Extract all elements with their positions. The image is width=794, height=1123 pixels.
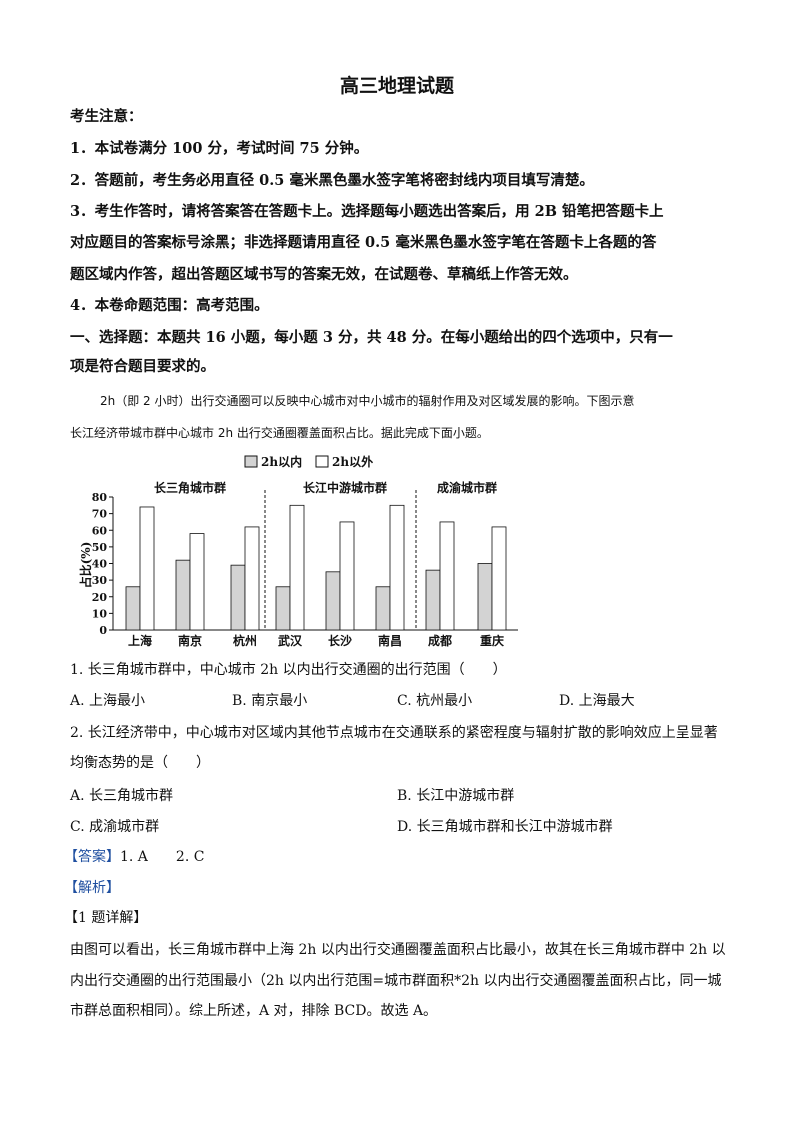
- detail-label: 【1 题详解】: [64, 910, 148, 926]
- y-tick-label: 30: [92, 574, 108, 587]
- answer-label: 【答案】: [64, 849, 120, 865]
- bar-inside: [425, 569, 441, 631]
- q1-option-b[interactable]: B. 南京最小: [232, 693, 308, 709]
- q2-option-d[interactable]: D. 长三角城市群和长江中游城市群: [397, 819, 613, 835]
- q2-option-a[interactable]: A. 长三角城市群: [70, 788, 174, 804]
- q2-stem: 2. 长江经济带中，中心城市对区域内其他节点城市在交通联系的紧密程度与辐射扩散的…: [70, 725, 718, 741]
- legend-swatch-outside: [315, 455, 329, 468]
- y-tick-label: 50: [92, 541, 108, 554]
- legend: 2h以内 2h以外: [244, 454, 373, 469]
- notice-heading: 考生注意：: [70, 108, 143, 125]
- y-axis-label: 占比(%): [78, 542, 93, 589]
- q1-option-c[interactable]: C. 杭州最小: [397, 693, 473, 709]
- notice-item: 2．答题前，考生务必用直径 0.5 毫米黑色墨水签字笔将密封线内项目填写清楚。: [70, 172, 594, 189]
- x-tick-label: 南昌: [378, 633, 402, 648]
- bar-outside: [491, 526, 507, 631]
- y-tick-label: 70: [92, 508, 108, 521]
- notice-item: 1．本试卷满分 100 分，考试时间 75 分钟。: [70, 140, 369, 157]
- section-heading: 一、选择题：本题共 16 小题，每小题 3 分，共 48 分。在每小题给出的四个…: [70, 329, 673, 346]
- page-title: 高三地理试题: [339, 75, 454, 97]
- notice-item: 对应题目的答案标号涂黑；非选择题请用直径 0.5 毫米黑色墨水签字笔在答题卡上各…: [70, 234, 657, 251]
- notice-item: 4．本卷命题范围：高考范围。: [70, 297, 269, 314]
- bar-inside: [325, 571, 341, 631]
- y-tick-label: 60: [92, 524, 108, 537]
- y-tick-label: 10: [92, 607, 108, 620]
- q1-option-a[interactable]: A. 上海最小: [70, 693, 146, 709]
- x-tick-label: 长沙: [328, 633, 352, 648]
- detail-text: 内出行交通圈的出行范围最小（2h 以内出行范围=城市群面积*2h 以内出行交通圈…: [70, 973, 722, 989]
- q2-option-b[interactable]: B. 长江中游城市群: [397, 788, 515, 804]
- bar-inside: [477, 563, 493, 631]
- question-stem: 长江经济带城市群中心城市 2h 出行交通圈覆盖面积占比。据此完成下面小题。: [70, 426, 489, 440]
- y-tick-label: 40: [92, 558, 108, 571]
- y-tick-label: 20: [92, 591, 108, 604]
- x-tick-label: 成都: [428, 633, 452, 648]
- q1-option-d[interactable]: D. 上海最大: [559, 693, 635, 709]
- x-tick-label: 上海: [128, 633, 152, 648]
- bar-outside: [439, 521, 455, 631]
- bar-outside: [339, 521, 355, 631]
- x-tick-label: 武汉: [278, 633, 303, 648]
- notice-item: 3．考生作答时，请将答案答在答题卡上。选择题每小题选出答案后，用 2B 铅笔把答…: [70, 203, 664, 220]
- bar-outside: [244, 526, 260, 631]
- legend-swatch-inside: [244, 455, 258, 468]
- bar-outside: [189, 533, 205, 631]
- y-tick-label: 0: [99, 624, 107, 637]
- bar-inside: [125, 586, 141, 631]
- bar-outside: [289, 504, 305, 631]
- notice-item: 题区域内作答，超出答题区域书写的答案无效，在试题卷、草稿纸上作答无效。: [70, 266, 578, 283]
- x-tick-label: 杭州: [233, 633, 257, 648]
- analysis-label: 【解析】: [64, 880, 120, 896]
- answer-line: 【答案】1. A 2. C: [64, 847, 204, 867]
- group-label: 长江中游城市群: [303, 480, 387, 495]
- detail-text: 市群总面积相同）。综上所述，A 对，排除 BCD。故选 A。: [70, 1003, 438, 1019]
- bar-inside: [230, 564, 246, 631]
- bar-inside: [175, 559, 191, 631]
- question-stem: 2h（即 2 小时）出行交通圈可以反映中心城市对中小城市的辐射作用及对区域发展的…: [100, 394, 635, 408]
- legend-label-inside: 2h以内: [261, 454, 302, 469]
- answer-text: 1. A 2. C: [120, 849, 205, 865]
- q2-option-c[interactable]: C. 成渝城市群: [70, 819, 160, 835]
- x-tick-label: 重庆: [480, 633, 504, 648]
- y-tick-label: 80: [92, 491, 108, 504]
- x-tick-label: 南京: [178, 633, 202, 648]
- q2-stem: 均衡态势的是（ ）: [70, 755, 210, 771]
- bar-inside: [375, 586, 391, 631]
- q1-stem: 1. 长三角城市群中，中心城市 2h 以内出行交通圈的出行范围（ ）: [70, 662, 507, 678]
- group-label: 长三角城市群: [154, 480, 226, 495]
- group-label: 成渝城市群: [437, 480, 497, 495]
- bar-outside: [389, 504, 405, 631]
- bar-inside: [275, 586, 291, 631]
- section-heading: 项是符合题目要求的。: [70, 358, 215, 375]
- legend-label-outside: 2h以外: [332, 454, 373, 469]
- bar-outside: [139, 506, 155, 631]
- bar-chart: 2h以内 2h以外 长三角城市群 长江中游城市群 成渝城市群 占比(%) 0 10…: [78, 454, 518, 648]
- detail-text: 由图可以看出，长三角城市群中上海 2h 以内出行交通圈覆盖面积占比最小，故其在长…: [70, 942, 726, 958]
